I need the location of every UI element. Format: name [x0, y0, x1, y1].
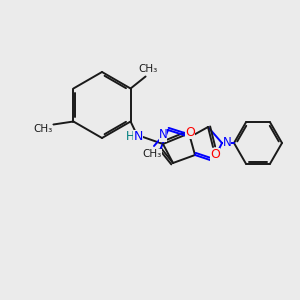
Text: N: N [223, 136, 231, 149]
Text: O: O [210, 148, 220, 160]
Text: O: O [185, 125, 195, 139]
Text: N: N [133, 130, 143, 142]
Text: H: H [126, 130, 134, 142]
Text: CH₃: CH₃ [34, 124, 53, 134]
Text: N: N [210, 149, 218, 163]
Text: CH₃: CH₃ [142, 149, 162, 159]
Text: CH₃: CH₃ [138, 64, 157, 74]
Text: N: N [159, 128, 167, 142]
